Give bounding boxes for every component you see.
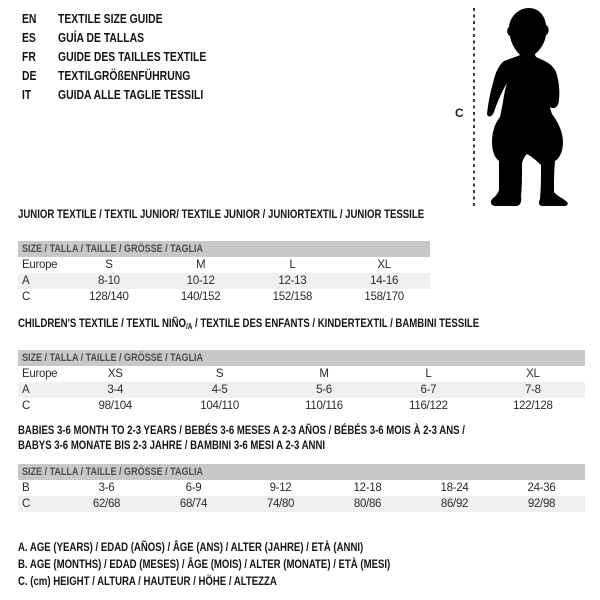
note-line-b: B. AGE (MONTHS) / EDAD (MESES) / ÂGE (MO… xyxy=(18,556,391,571)
size-cell: 110/116 xyxy=(305,400,343,412)
size-cell: XL xyxy=(526,368,540,380)
language-label: GUIDA ALLE TAGLIE TESSILI xyxy=(58,87,204,102)
size-cell: M xyxy=(319,368,329,380)
size-cell: 4-5 xyxy=(211,384,228,396)
language-code: DE xyxy=(22,68,37,83)
language-list: EN TEXTILE SIZE GUIDE ES GUÍA DE TALLAS … xyxy=(22,9,252,104)
row-label-cell: B xyxy=(22,482,30,494)
size-header-bar: SIZE / TALLA / TAILLE / GRÖSSE / TAGLIA xyxy=(18,464,585,480)
language-label: TEXTILE SIZE GUIDE xyxy=(58,11,163,26)
language-code: EN xyxy=(22,11,37,26)
size-cell: 98/104 xyxy=(98,400,133,412)
language-row: EN TEXTILE SIZE GUIDE xyxy=(22,9,206,28)
size-cell: 80/86 xyxy=(353,498,382,510)
table-row: Europe S M L XL xyxy=(18,257,430,273)
height-label: C xyxy=(455,106,464,120)
size-cell: 3-4 xyxy=(107,384,124,396)
height-marker-line xyxy=(473,8,475,208)
table-row: C 128/140 140/152 152/158 158/170 xyxy=(18,289,430,305)
size-header-bar: SIZE / TALLA / TAILLE / GRÖSSE / TAGLIA xyxy=(18,350,585,366)
size-cell: 5-6 xyxy=(316,384,332,396)
size-cell: 62/68 xyxy=(92,498,121,510)
size-cell: S xyxy=(105,259,113,271)
language-label: GUÍA DE TALLAS xyxy=(58,30,145,45)
size-cell: 18-24 xyxy=(440,482,469,494)
size-cell: 12-13 xyxy=(278,275,307,287)
size-cell: 3-6 xyxy=(98,482,115,494)
table-junior: SIZE / TALLA / TAILLE / GRÖSSE / TAGLIA … xyxy=(18,241,430,305)
subscript-a: /A xyxy=(185,322,193,331)
size-cell: 74/80 xyxy=(266,498,295,510)
row-label-cell: Europe xyxy=(22,259,58,271)
size-cell: 92/98 xyxy=(527,498,556,510)
table-title-children: CHILDREN'S TEXTILE / TEXTIL NIÑO/A / TEX… xyxy=(18,316,480,331)
size-cell: 9-12 xyxy=(269,482,292,494)
row-label-cell: A xyxy=(22,384,30,396)
language-row: ES GUÍA DE TALLAS xyxy=(22,28,206,47)
row-label-cell: Europe xyxy=(22,368,58,380)
size-cell: 122/128 xyxy=(513,400,553,412)
note-line-a: A. AGE (YEARS) / EDAD (AÑOS) / ÂGE (ANS)… xyxy=(18,539,364,554)
size-cell: 7-8 xyxy=(524,384,541,396)
language-label: GUIDE DES TAILLES TEXTILE xyxy=(58,49,207,64)
size-cell: M xyxy=(195,259,206,271)
size-cell: 158/170 xyxy=(364,291,404,303)
table-row: A 8-10 10-12 12-13 14-16 xyxy=(18,273,430,289)
table-title-babies: BABIES 3-6 MONTH TO 2-3 YEARS / BEBÉS 3-… xyxy=(18,423,465,452)
language-code: FR xyxy=(22,49,36,64)
size-cell: 86/92 xyxy=(440,498,469,510)
table-title-junior: JUNIOR TEXTILE / TEXTIL JUNIOR/ TEXTILE … xyxy=(18,207,425,221)
size-cell: 128/140 xyxy=(89,291,129,303)
table-row: Europe XS S M L XL xyxy=(18,366,585,382)
language-code: ES xyxy=(22,30,36,45)
size-cell: XS xyxy=(107,368,123,380)
language-row: FR GUIDE DES TAILLES TEXTILE xyxy=(22,47,206,66)
size-cell: 12-18 xyxy=(353,482,382,494)
language-code: IT xyxy=(22,87,32,102)
table-babies: SIZE / TALLA / TAILLE / GRÖSSE / TAGLIA … xyxy=(18,464,585,512)
legend-notes: A. AGE (YEARS) / EDAD (AÑOS) / ÂGE (ANS)… xyxy=(18,538,483,589)
toddler-silhouette xyxy=(487,8,568,206)
size-cell: 14-16 xyxy=(370,275,399,287)
size-cell: XL xyxy=(377,259,391,271)
table-row: C 62/68 68/74 74/80 80/86 86/92 92/98 xyxy=(18,496,585,512)
size-cell: 116/122 xyxy=(409,400,448,412)
language-label: TEXTILGRÖßENFÜHRUNG xyxy=(58,68,191,83)
size-cell: 68/74 xyxy=(179,498,208,510)
size-cell: 6-7 xyxy=(420,384,437,396)
table-row: C 98/104 104/110 110/116 116/122 122/128 xyxy=(18,398,585,414)
table-children: SIZE / TALLA / TAILLE / GRÖSSE / TAGLIA … xyxy=(18,350,585,414)
row-label-cell: C xyxy=(22,498,31,510)
row-label-cell: C xyxy=(22,291,31,303)
language-row: IT GUIDA ALLE TAGLIE TESSILI xyxy=(22,85,206,104)
size-cell: 104/110 xyxy=(200,400,239,412)
size-cell: 140/152 xyxy=(180,291,221,303)
size-cell: 10-12 xyxy=(186,275,215,287)
table-row: A 3-4 4-5 5-6 6-7 7-8 xyxy=(18,382,585,398)
row-label-cell: A xyxy=(22,275,30,287)
size-cell: L xyxy=(425,368,432,380)
table-row: B 3-6 6-9 9-12 12-18 18-24 24-36 xyxy=(18,480,585,496)
size-cell: 8-10 xyxy=(97,275,120,287)
size-cell: L xyxy=(289,259,296,271)
language-row: DE TEXTILGRÖßENFÜHRUNG xyxy=(22,66,206,85)
note-line-c: C. (cm) HEIGHT / ALTURA / HAUTEUR / HÖHE… xyxy=(18,573,277,588)
size-cell: S xyxy=(215,368,224,380)
size-header-bar: SIZE / TALLA / TAILLE / GRÖSSE / TAGLIA xyxy=(18,241,430,257)
row-label-cell: C xyxy=(22,400,31,412)
size-cell: 6-9 xyxy=(185,482,202,494)
size-cell: 24-36 xyxy=(527,482,556,494)
size-cell: 152/158 xyxy=(272,291,313,303)
